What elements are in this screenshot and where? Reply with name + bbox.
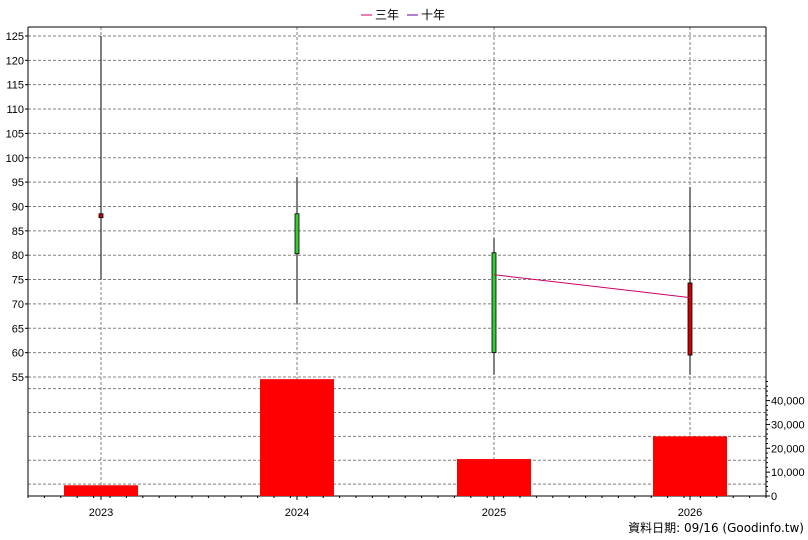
price-tick-label: 85: [12, 226, 24, 238]
candle-body-2024: [294, 213, 300, 255]
footer-data-date: 資料日期: 09/16 (Goodinfo.tw): [628, 521, 804, 535]
volume-bar-2023: [64, 485, 138, 496]
x-tick-label: 2023: [89, 507, 113, 519]
axis-ticks: 55 60 65 70 75 80 85 90 95 100 105 110 115 120 125 0 10,…: [6, 31, 805, 519]
price-tick-label: 125: [6, 31, 24, 43]
grid-lines: [28, 27, 766, 496]
price-tick-label: 70: [12, 299, 24, 311]
x-tick-label: 2024: [285, 507, 309, 519]
price-tick-label: 95: [12, 177, 24, 189]
volume-tick-label: 20,000: [771, 443, 805, 455]
plot-frame: [27, 26, 767, 497]
three-year-line: [493, 274, 691, 299]
price-tick-label: 80: [12, 250, 24, 262]
price-tick-label: 105: [6, 128, 24, 140]
price-tick-label: 110: [6, 104, 24, 116]
legend-three-year-label: 三年: [375, 8, 399, 22]
x-tick-label: 2026: [678, 507, 702, 519]
volume-bar-2024: [260, 379, 334, 496]
price-tick-label: 90: [12, 201, 24, 213]
volume-tick-label: 40,000: [771, 396, 805, 408]
volume-bar-2025: [457, 459, 531, 496]
x-tick-label: 2025: [482, 507, 506, 519]
volume-tick-label: 30,000: [771, 419, 805, 431]
price-tick-label: 65: [12, 323, 24, 335]
legend-ten-year-label: 十年: [421, 8, 445, 22]
legend: 三年 十年: [361, 8, 445, 22]
candle-body-2026: [687, 282, 693, 356]
price-tick-label: 75: [12, 275, 24, 287]
volume-bars: [64, 379, 727, 496]
price-tick-label: 60: [12, 348, 24, 360]
candle-body-2025: [491, 252, 497, 354]
price-tick-label: 55: [12, 372, 24, 384]
candlesticks: [98, 35, 693, 375]
volume-bar-2026: [653, 436, 727, 496]
volume-tick-label: 10,000: [771, 467, 805, 479]
volume-tick-label: 0: [771, 491, 777, 503]
price-tick-label: 100: [6, 153, 24, 165]
candle-body-2023: [98, 213, 104, 219]
price-tick-label: 120: [6, 55, 24, 67]
price-tick-label: 115: [6, 80, 24, 92]
average-lines: [493, 274, 691, 299]
